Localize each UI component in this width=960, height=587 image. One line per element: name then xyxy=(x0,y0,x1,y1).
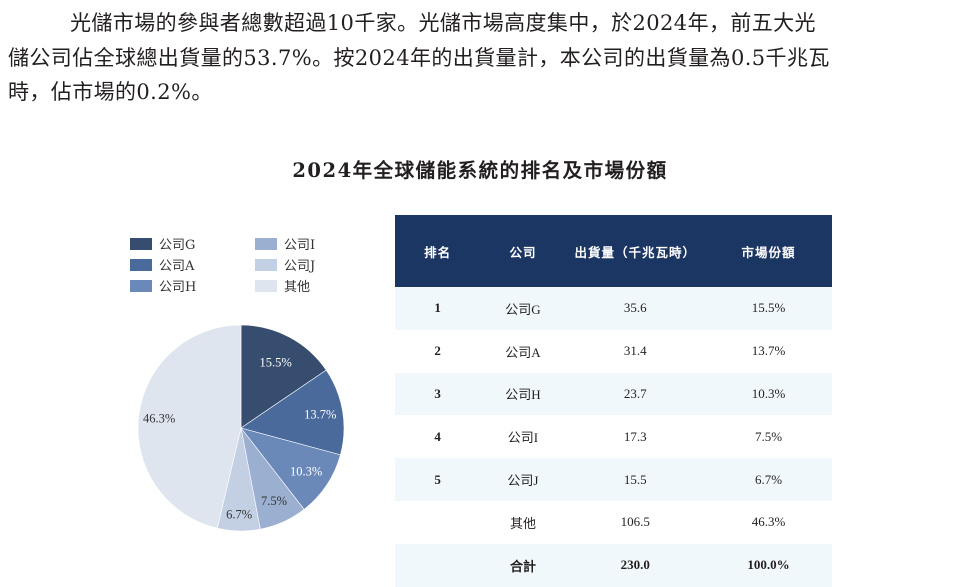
cell-rank: 4 xyxy=(395,415,481,459)
cell-share: 46.3% xyxy=(704,500,832,544)
cell-shipment: 35.6 xyxy=(565,287,705,330)
legend-swatch xyxy=(255,237,277,250)
header-share: 市場份額 xyxy=(704,215,832,287)
pie-slice xyxy=(240,324,327,429)
legend-swatch xyxy=(255,279,277,292)
legend-item: 公司H xyxy=(130,276,196,295)
cell-share: 6.7% xyxy=(704,458,832,501)
table-row: 2 公司A 31.4 13.7% xyxy=(395,329,832,373)
cell-share: 10.3% xyxy=(704,372,832,416)
legend-label: 其他 xyxy=(284,280,311,295)
pie-chart: 15.5% 13.7% 10.3% 7.5% 6.7% 46.3% xyxy=(137,324,345,532)
ranking-table: 排名 公司 出貨量（千兆瓦時） 市場份額 1 公司G 35.6 15.5% 2 … xyxy=(395,215,832,587)
cell-shipment: 17.3 xyxy=(565,415,705,459)
legend-swatch xyxy=(255,258,277,271)
legend-item: 公司G xyxy=(130,234,195,253)
legend-item: 公司I xyxy=(255,234,315,253)
table-row: 3 公司H 23.7 10.3% xyxy=(395,372,832,416)
legend-swatch xyxy=(130,237,152,250)
pie-slices xyxy=(137,324,345,532)
cell-share: 7.5% xyxy=(704,415,832,459)
pie-labels: 15.5% 13.7% 10.3% 7.5% 6.7% 46.3% xyxy=(143,355,336,521)
cell-rank xyxy=(395,543,481,587)
cell-rank: 2 xyxy=(395,329,481,373)
chart-title: 2024年全球儲能系統的排名及市場份額 xyxy=(292,159,668,182)
table-row: 4 公司I 17.3 7.5% xyxy=(395,415,832,459)
legend-label: 公司A xyxy=(159,259,195,274)
legend-label: 公司I xyxy=(284,238,316,253)
pie-label: 6.7% xyxy=(226,507,252,521)
table-header-row: 排名 公司 出貨量（千兆瓦時） 市場份額 xyxy=(395,215,832,287)
legend-item: 其他 xyxy=(255,276,310,295)
table-row: 5 公司J 15.5 6.7% xyxy=(395,458,832,501)
legend-swatch xyxy=(130,279,152,292)
cell-rank xyxy=(395,500,481,544)
header-rank: 排名 xyxy=(395,215,481,287)
legend-label: 公司J xyxy=(284,259,316,274)
cell-share: 15.5% xyxy=(704,287,832,330)
table-row: 1 公司G 35.6 15.5% xyxy=(395,287,832,330)
cell-share: 13.7% xyxy=(704,329,832,373)
paragraph-line-2: 儲公司佔全球總出貨量的53.7%。按2024年的出貨量計，本公司的出貨量為0.5… xyxy=(8,45,830,70)
paragraph-line-1: 光儲市場的參與者總數超過10千家。光儲市場高度集中，於2024年，前五大光 xyxy=(70,11,816,35)
legend-swatch xyxy=(130,258,152,271)
cell-company: 公司I xyxy=(480,415,566,459)
cell-rank: 1 xyxy=(395,287,481,330)
legend-label: 公司H xyxy=(159,280,197,295)
cell-company: 公司A xyxy=(480,329,566,373)
table-row: 其他 106.5 46.3% xyxy=(395,500,832,544)
cell-share: 100.0% xyxy=(704,543,832,587)
cell-company: 合計 xyxy=(480,543,566,587)
header-company: 公司 xyxy=(480,215,566,287)
cell-shipment: 31.4 xyxy=(565,329,705,373)
header-shipment: 出貨量（千兆瓦時） xyxy=(565,215,705,287)
pie-label: 15.5% xyxy=(260,355,292,369)
legend-item: 公司J xyxy=(255,255,315,274)
legend-item: 公司A xyxy=(130,255,194,274)
pie-slice xyxy=(137,324,242,529)
cell-company: 其他 xyxy=(480,500,566,544)
pie-label: 10.3% xyxy=(290,464,322,478)
cell-shipment: 106.5 xyxy=(565,500,705,544)
pie-label: 7.5% xyxy=(261,494,287,508)
cell-rank: 3 xyxy=(395,372,481,416)
cell-rank: 5 xyxy=(395,458,481,501)
pie-label: 46.3% xyxy=(143,411,175,425)
cell-shipment: 15.5 xyxy=(565,458,705,501)
legend-label: 公司G xyxy=(159,238,196,253)
cell-shipment: 23.7 xyxy=(565,372,705,416)
pie-slice xyxy=(240,369,345,456)
pie-label: 13.7% xyxy=(304,408,336,422)
cell-shipment: 230.0 xyxy=(565,543,705,587)
intro-paragraph: 光儲市場的參與者總數超過10千家。光儲市場高度集中，於2024年，前五大光 儲公… xyxy=(8,6,956,110)
cell-company: 公司H xyxy=(480,372,566,416)
paragraph-line-3: 時，佔市場的0.2%。 xyxy=(8,80,213,104)
cell-company: 公司J xyxy=(480,458,566,501)
table-total-row: 合計 230.0 100.0% xyxy=(395,543,832,587)
cell-company: 公司G xyxy=(480,287,566,330)
